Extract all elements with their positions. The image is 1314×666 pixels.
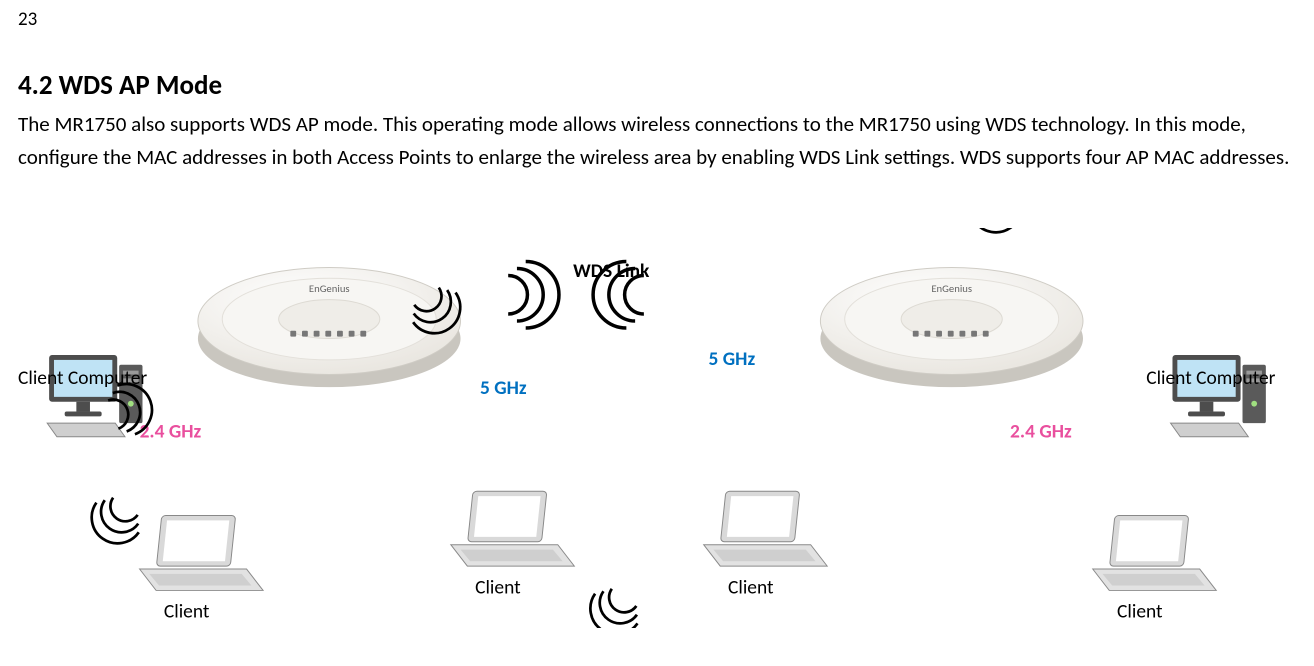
client-laptop-icon [704,491,828,566]
client-laptop-icon [451,491,575,566]
signal-icon [580,583,645,628]
section-title: 4.2 WDS AP Mode [18,69,1296,102]
access-point-icon [820,268,1083,388]
access-point-icon [198,268,461,388]
ghz5-label: 5 GHz [709,347,756,371]
page-number: 23 [18,8,1296,31]
client-label: Client [164,600,210,624]
client-laptop-icon [140,516,264,591]
client-label: Client [1117,600,1163,624]
client-laptop-icon [1093,516,1217,591]
body-paragraph: The MR1750 also supports WDS AP mode. Th… [18,108,1296,173]
wds-diagram: EnGenius [18,228,1296,628]
client-label: Client [728,575,774,599]
client-computer-label: Client Computer [18,366,147,390]
signal-icon [967,228,1032,242]
signal-icon [508,262,559,329]
client-label: Client [475,575,521,599]
ghz5-label: 5 GHz [480,376,527,400]
ghz24-label: 2.4 GHz [1010,420,1072,444]
signal-icon [892,228,957,230]
client-computer-label: Client Computer [1146,366,1275,390]
signal-icon [82,492,147,554]
